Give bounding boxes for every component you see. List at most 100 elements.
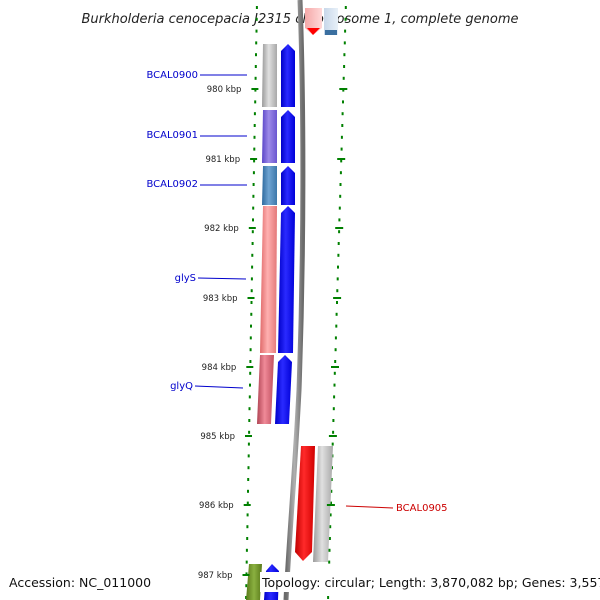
ruler-dot-left: [249, 336, 252, 340]
ruler-dot-right: [342, 88, 345, 92]
ruler-dot-left: [252, 218, 254, 222]
gene-label-glys[interactable]: glyS: [175, 273, 196, 284]
major-tick-right: [331, 366, 339, 368]
cds-arrow-glys[interactable]: [278, 206, 295, 353]
gene-label-glyq[interactable]: glyQ: [170, 381, 193, 392]
ruler-dot-right: [333, 383, 336, 387]
ruler-dot-right: [330, 478, 333, 481]
ruler-dot-left: [250, 312, 253, 316]
ruler-dot-left: [254, 65, 257, 68]
ruler-dot-right: [330, 489, 333, 493]
ruler-dot-left: [252, 183, 255, 186]
ruler-dot-left: [253, 147, 256, 151]
ruler-dot-left: [252, 171, 255, 175]
ruler-dot-right: [340, 159, 343, 163]
kbp-ticks: 980 kbp 981 kbp 982 kbp 983 kbp 984 kbp 985 k…: [198, 85, 348, 581]
tick-label: 987 kbp: [198, 571, 233, 581]
ruler-dot-left: [255, 6, 258, 9]
ruler-dot-left: [246, 537, 249, 540]
ruler-dot-left: [254, 88, 257, 92]
ruler-dot-left: [252, 194, 255, 198]
ruler-dot-right: [328, 560, 331, 564]
ruler-dot-left: [251, 265, 254, 269]
gene-label-bcal0902[interactable]: BCAL0902: [146, 179, 198, 190]
ruler-dot-left: [247, 442, 250, 446]
ruler-dot-right: [335, 324, 338, 328]
ruler-dot-left: [250, 301, 253, 304]
ruler-dot-right: [343, 41, 346, 45]
ruler-dot-right: [340, 135, 343, 139]
ruler-dot-right: [329, 525, 332, 529]
major-tick-left: [251, 88, 259, 90]
ruler-dot-right: [339, 183, 342, 186]
tick-label: 981 kbp: [205, 155, 240, 165]
ruler-dot-left: [249, 371, 252, 375]
ruler-dot-left: [249, 360, 252, 363]
ruler-dot-left: [247, 466, 250, 470]
gene-feature-bcal0900[interactable]: [262, 44, 277, 107]
ruler-dot-right: [343, 53, 346, 57]
gene-label-bcal0905[interactable]: BCAL0905: [396, 503, 448, 514]
ruler-dot-left: [246, 501, 249, 505]
partial-feature-pale: [324, 8, 338, 35]
cds-arrow-bcal0905[interactable]: [295, 446, 315, 561]
ruler-dot-right: [332, 430, 335, 434]
gene-feature-bcal0905[interactable]: [313, 446, 333, 562]
major-tick-left: [245, 435, 252, 437]
ruler-dot-left: [247, 454, 250, 458]
cds-arrow-glyq[interactable]: [275, 355, 292, 424]
ruler-dot-right: [338, 230, 341, 234]
major-tick-right: [328, 435, 337, 437]
gene-feature-glyq[interactable]: [257, 355, 274, 424]
major-tick-right: [326, 504, 335, 506]
gene-feature-glys[interactable]: [260, 206, 277, 353]
leader-line-glys: [197, 277, 247, 280]
ruler-dot-left: [255, 17, 258, 21]
cds-arrow-bcal0902[interactable]: [281, 166, 295, 205]
tick-label: 985 kbp: [200, 432, 235, 442]
ruler-dot-right: [342, 100, 344, 104]
ruler-dot-left: [255, 53, 257, 57]
gene-feature-bcal0901[interactable]: [262, 110, 277, 163]
topology-bg: [260, 572, 594, 592]
gene-feature-bcal0902[interactable]: [262, 166, 277, 205]
ruler-rails: [245, 6, 347, 599]
topology-text: Topology: circular; Length: 3,870,082 bp…: [261, 575, 600, 590]
ruler-dot-right: [340, 147, 343, 151]
major-tick-left: [250, 158, 258, 160]
major-tick-left: [247, 297, 255, 299]
cds-arrow-bcal0900[interactable]: [281, 44, 295, 107]
gene-label-bcal0900[interactable]: BCAL0900: [146, 70, 198, 81]
gene-label-bcal0901[interactable]: BCAL0901: [146, 130, 198, 141]
ruler-dot-left: [245, 596, 248, 599]
ruler-dot-right: [341, 124, 344, 127]
ruler-dot-right: [337, 265, 339, 269]
cds-arrow-bcal0901[interactable]: [281, 110, 295, 163]
ruler-dot-left: [249, 383, 251, 387]
ruler-dot-left: [253, 135, 256, 139]
ruler-dot-left: [251, 242, 254, 245]
ruler-dot-left: [246, 525, 249, 529]
ruler-dot-right: [339, 194, 342, 198]
tick-label: 984 kbp: [202, 363, 237, 373]
ruler-dot-right: [335, 312, 338, 316]
major-tick-left: [248, 227, 256, 229]
ruler-dot-left: [246, 513, 249, 517]
ruler-dot-left: [245, 548, 248, 552]
ruler-dot-left: [247, 489, 249, 493]
ruler-dot-right: [334, 336, 337, 340]
partial-feature-olive: [246, 564, 262, 600]
ruler-dot-left: [252, 206, 255, 210]
major-tick-left: [242, 574, 250, 576]
ruler-dot-right: [336, 277, 339, 281]
ruler-dot-right: [339, 171, 342, 175]
ruler-dot-left: [254, 100, 257, 104]
ruler-dot-left: [250, 277, 253, 281]
tick-label: 983 kbp: [203, 294, 238, 304]
major-tick-right: [337, 158, 346, 160]
major-tick-right: [335, 227, 344, 229]
major-tick-right: [333, 297, 342, 299]
tick-label: 986 kbp: [199, 501, 234, 511]
ruler-dot-right: [338, 206, 341, 210]
ruler-dot-right: [341, 112, 344, 116]
